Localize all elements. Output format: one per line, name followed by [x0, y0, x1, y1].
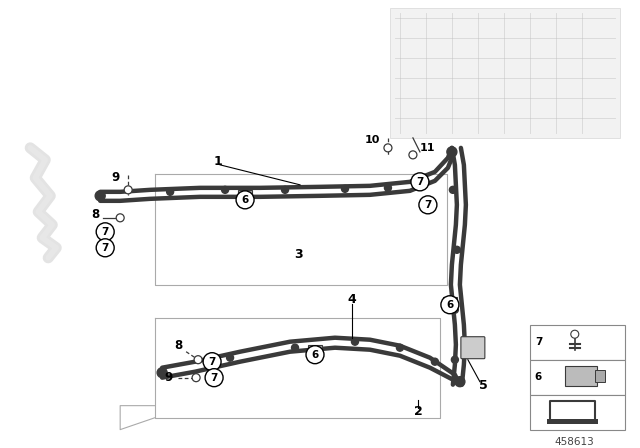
Text: 3: 3 — [294, 248, 302, 261]
Circle shape — [227, 354, 234, 361]
Text: 7: 7 — [535, 337, 542, 347]
Circle shape — [451, 356, 458, 363]
Text: 7: 7 — [211, 373, 218, 383]
Text: 11: 11 — [420, 143, 435, 153]
Text: 7: 7 — [102, 243, 109, 253]
Circle shape — [124, 186, 132, 194]
Text: 7: 7 — [424, 200, 431, 210]
Bar — [547, 418, 598, 424]
Circle shape — [451, 306, 458, 313]
Circle shape — [447, 147, 457, 157]
Circle shape — [455, 377, 465, 387]
Text: 6: 6 — [535, 372, 542, 382]
Circle shape — [351, 338, 358, 345]
Text: 8: 8 — [91, 208, 99, 221]
Circle shape — [342, 185, 348, 192]
Circle shape — [419, 196, 437, 214]
Circle shape — [409, 151, 417, 159]
Text: 9: 9 — [111, 171, 119, 184]
Circle shape — [282, 186, 289, 194]
Bar — [443, 297, 457, 306]
Text: 7: 7 — [416, 177, 424, 187]
Circle shape — [221, 186, 228, 194]
Text: 1: 1 — [214, 155, 223, 168]
Text: 7: 7 — [209, 357, 216, 367]
Circle shape — [431, 358, 438, 365]
Circle shape — [306, 346, 324, 364]
Circle shape — [236, 191, 254, 209]
Text: 5: 5 — [479, 379, 488, 392]
Text: 9: 9 — [164, 371, 172, 384]
Circle shape — [194, 356, 202, 364]
Bar — [595, 370, 605, 382]
Circle shape — [157, 368, 167, 378]
Circle shape — [571, 330, 579, 338]
Text: 6: 6 — [241, 195, 249, 205]
Circle shape — [96, 223, 114, 241]
Bar — [238, 190, 252, 199]
Text: 6: 6 — [312, 350, 319, 360]
Circle shape — [453, 246, 460, 253]
Text: 4: 4 — [348, 293, 356, 306]
Circle shape — [396, 344, 403, 351]
Circle shape — [292, 344, 298, 351]
Text: 6: 6 — [446, 300, 454, 310]
Bar — [564, 366, 596, 386]
Bar — [530, 325, 625, 360]
Bar — [530, 360, 625, 395]
Text: 10: 10 — [364, 135, 380, 145]
FancyBboxPatch shape — [461, 337, 485, 359]
Text: 458613: 458613 — [555, 437, 595, 447]
Circle shape — [95, 191, 105, 201]
Circle shape — [205, 369, 223, 387]
Bar — [530, 395, 625, 430]
Circle shape — [411, 173, 429, 191]
Circle shape — [166, 188, 173, 195]
Circle shape — [449, 186, 456, 194]
Circle shape — [96, 239, 114, 257]
Circle shape — [116, 214, 124, 222]
Text: 8: 8 — [174, 339, 182, 352]
Circle shape — [192, 374, 200, 382]
Circle shape — [441, 296, 459, 314]
Text: 2: 2 — [413, 405, 422, 418]
Circle shape — [203, 353, 221, 370]
Circle shape — [384, 144, 392, 152]
Text: 7: 7 — [102, 227, 109, 237]
Bar — [308, 345, 322, 354]
Bar — [390, 8, 620, 138]
Circle shape — [385, 184, 392, 191]
